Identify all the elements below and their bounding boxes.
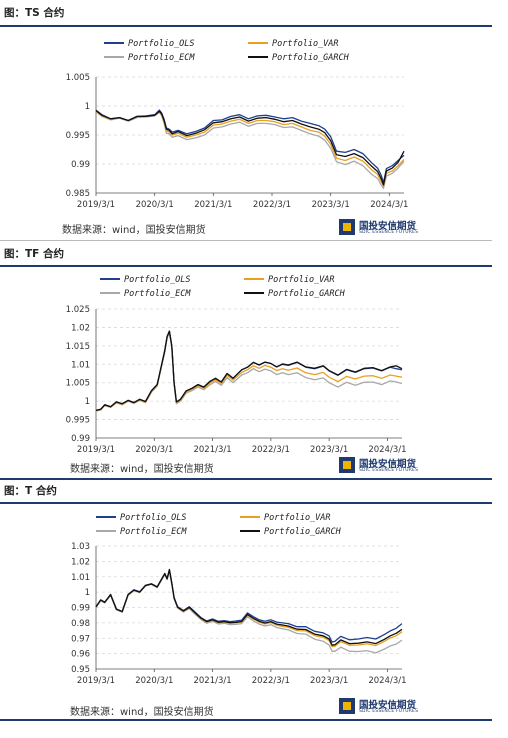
y-tick-label: 1.015	[66, 342, 90, 352]
y-tick-label: 0.99	[71, 434, 90, 444]
x-tick-label: 2024/3/1	[368, 676, 406, 686]
series-line-ols	[95, 568, 403, 643]
chart-title: 图：TS 合约	[4, 7, 65, 19]
logo-mark-icon	[339, 457, 355, 473]
x-tick-label: 2023/3/1	[310, 676, 348, 686]
legend-label: Portfolio_ECM	[120, 527, 187, 537]
legend-label: Portfolio_VAR	[268, 275, 335, 285]
logo-text: 国投安信期货	[359, 221, 417, 232]
x-tick-label: 2019/3/1	[77, 200, 115, 210]
y-tick-label: 0.98	[71, 619, 90, 629]
y-tick-label: 1.03	[71, 542, 90, 552]
x-tick-label: 2021/3/1	[193, 445, 231, 455]
y-tick-label: 1.02	[71, 557, 90, 567]
y-tick-label: 0.99	[71, 160, 90, 170]
source-note: 数据来源：wind，国投安信期货	[70, 707, 214, 718]
series-line-var	[95, 331, 403, 412]
series-line-garch	[95, 330, 403, 412]
x-tick-label: 2019/3/1	[77, 676, 115, 686]
logo-text: 国投安信期货	[359, 700, 417, 711]
y-tick-label: 1	[85, 102, 90, 112]
logo-mark-icon	[339, 698, 355, 714]
header-rule	[0, 502, 492, 504]
series-line-ecm	[95, 569, 403, 654]
logo-mark-icon	[339, 219, 355, 235]
series-line-garch	[95, 110, 405, 186]
header-rule	[0, 25, 492, 27]
legend-label: Portfolio_GARCH	[268, 289, 346, 299]
y-tick-label: 0.97	[71, 634, 90, 644]
x-tick-label: 2022/3/1	[253, 200, 291, 210]
x-tick-label: 2022/3/1	[252, 445, 290, 455]
series-line-ols	[95, 330, 403, 412]
x-tick-label: 2022/3/1	[252, 676, 290, 686]
y-tick-label: 1.005	[66, 379, 90, 389]
chart-title: 图：TF 合约	[4, 248, 64, 260]
y-tick-label: 1.02	[71, 323, 90, 333]
legend-label: Portfolio_GARCH	[264, 527, 342, 537]
x-tick-label: 2021/3/1	[194, 200, 232, 210]
chart-panel-ts: 图：TS 合约 0.985 0.99 0.995 1 1.005 2019/3/1 2020…	[0, 0, 508, 246]
series-line-var	[95, 110, 405, 187]
logo-subtext: SDIC ESSENCE FUTURES	[359, 709, 419, 714]
y-tick-label: 1.025	[66, 305, 90, 315]
chart-svg-tf: 0.99 0.995 1 1.005 1.01 1.015 1.02 1.025 2019/3/…	[66, 275, 407, 455]
x-tick-label: 2024/3/1	[370, 200, 408, 210]
x-tick-label: 2024/3/1	[368, 445, 406, 455]
series-line-garch	[95, 569, 403, 646]
source-note: 数据来源：wind，国投安信期货	[70, 464, 214, 475]
y-tick-label: 0.995	[66, 131, 90, 141]
x-tick-label: 2023/3/1	[312, 200, 350, 210]
x-tick-label: 2020/3/1	[136, 200, 174, 210]
x-tick-label: 2021/3/1	[193, 676, 231, 686]
footer-rule	[0, 719, 492, 721]
y-tick-label: 1	[85, 588, 90, 598]
legend-label: Portfolio_OLS	[124, 275, 191, 285]
logo-subtext: SDIC ESSENCE FUTURES	[359, 468, 419, 473]
logo-subtext: SDIC ESSENCE FUTURES	[359, 230, 419, 235]
footer-rule	[0, 240, 492, 241]
x-tick-label: 2019/3/1	[77, 445, 115, 455]
legend-label: Portfolio_ECM	[124, 289, 191, 299]
header-rule	[0, 265, 492, 267]
y-tick-label: 1.005	[66, 73, 90, 83]
y-tick-label: 1.01	[71, 573, 90, 583]
y-tick-label: 0.96	[71, 650, 90, 660]
legend-label: Portfolio_VAR	[272, 39, 339, 49]
legend-label: Portfolio_ECM	[128, 53, 195, 63]
legend-label: Portfolio_OLS	[128, 39, 195, 49]
legend-label: Portfolio_VAR	[264, 513, 331, 523]
source-note: 数据来源：wind，国投安信期货	[62, 225, 206, 236]
series-line-var	[95, 569, 403, 648]
y-tick-label: 0.95	[71, 665, 90, 675]
y-tick-label: 0.99	[71, 604, 90, 614]
x-tick-label: 2020/3/1	[135, 445, 173, 455]
x-tick-label: 2020/3/1	[135, 676, 173, 686]
y-tick-label: 0.995	[66, 416, 90, 426]
footer-rule	[0, 478, 492, 480]
logo-text: 国投安信期货	[359, 459, 417, 470]
y-tick-label: 1	[85, 397, 90, 407]
chart-panel-t: 图：T 合约 0.95 0.96 0.97 0.98 0.99 1 1.01 1.02 1.03…	[0, 480, 508, 738]
legend-label: Portfolio_GARCH	[272, 53, 350, 63]
x-tick-label: 2023/3/1	[310, 445, 348, 455]
legend-label: Portfolio_OLS	[120, 513, 187, 523]
y-tick-label: 1.01	[71, 360, 90, 370]
chart-panel-tf: 图：TF 合约 0.99 0.995 1 1.005 1.01 1.015 1.02 1.02…	[0, 246, 508, 488]
chart-svg-ts: 0.985 0.99 0.995 1 1.005 2019/3/1 2020/3/1 2021…	[66, 39, 409, 210]
y-tick-label: 0.985	[66, 189, 90, 199]
chart-title: 图：T 合约	[4, 485, 57, 497]
chart-svg-t: 0.95 0.96 0.97 0.98 0.99 1 1.01 1.02 1.03 2019/3/…	[71, 513, 406, 686]
